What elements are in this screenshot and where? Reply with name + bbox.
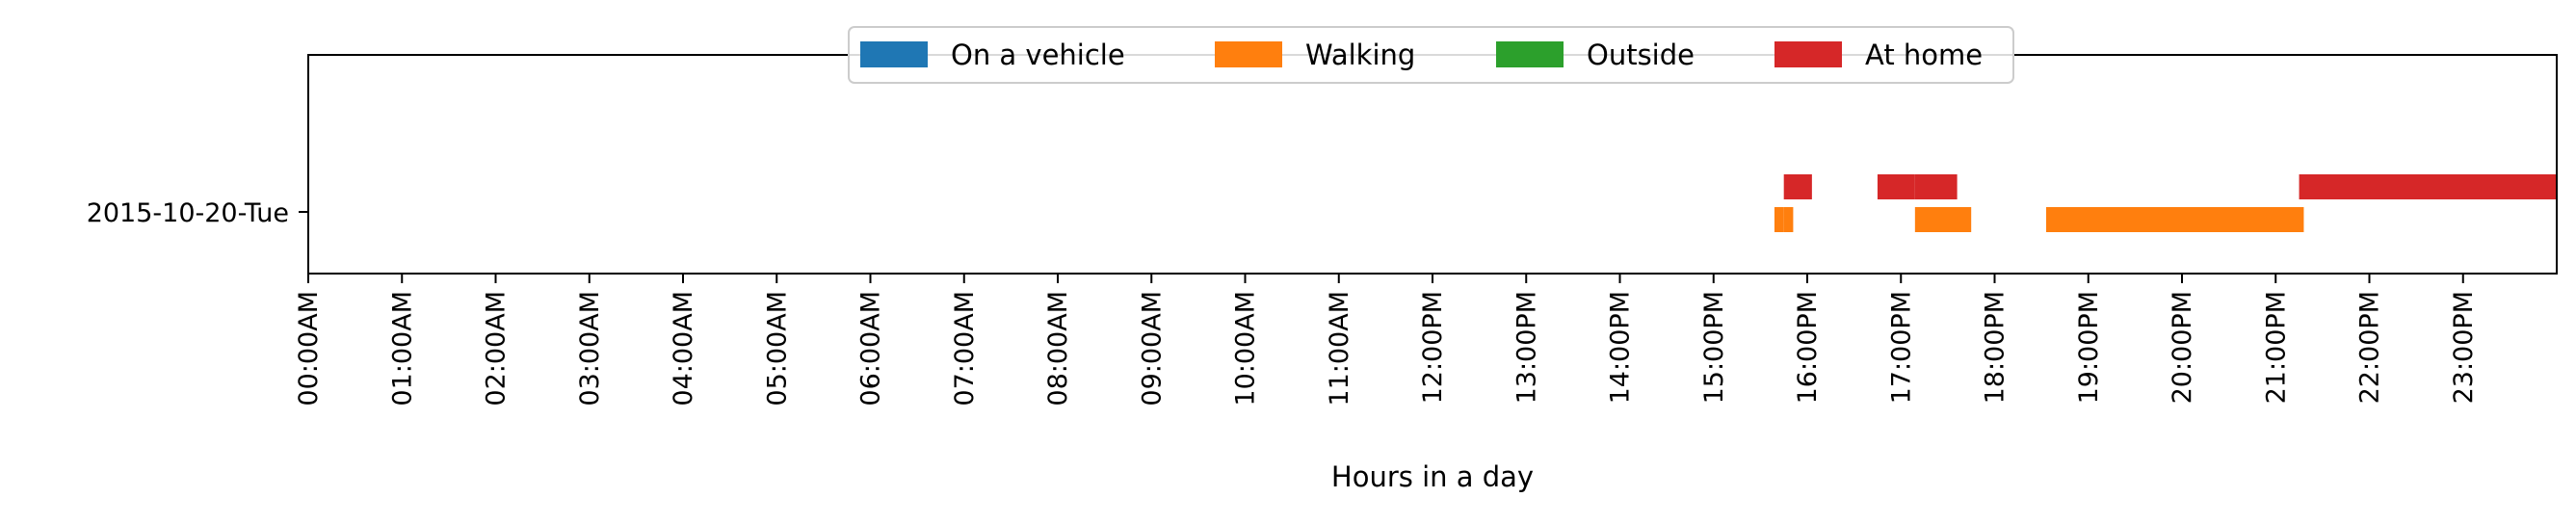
x-tick-label: 12:00PM <box>1418 291 1448 404</box>
x-tick-label: 20:00PM <box>2168 291 2197 404</box>
x-tick-label: 10:00AM <box>1231 291 1261 406</box>
x-tick-label: 19:00PM <box>2074 291 2104 404</box>
x-tick-label: 07:00AM <box>950 291 980 406</box>
x-tick-label: 08:00AM <box>1043 291 1073 406</box>
x-tick-label: 00:00AM <box>294 291 324 406</box>
legend-swatch-walking <box>1215 41 1282 67</box>
bar-walking-1 <box>1783 207 1794 232</box>
x-tick-label: 17:00PM <box>1886 291 1916 404</box>
x-axis: 00:00AM 01:00AM 02:00AM 03:00AM 04:00AM 05:00… <box>294 274 2479 406</box>
y-axis: 2015-10-20-Tue <box>87 198 308 228</box>
plot-frame <box>307 54 2558 275</box>
legend: On a vehicle Walking Outside At home <box>848 26 2014 84</box>
legend-swatch-at-home <box>1774 41 1842 67</box>
legend-label-at-home: At home <box>1865 39 1983 71</box>
legend-swatch-outside <box>1496 41 1564 67</box>
x-axis-label: Hours in a day <box>1331 460 1534 493</box>
bar-at-home-1 <box>1877 174 1915 199</box>
legend-box <box>848 26 2014 84</box>
legend-label-outside: Outside <box>1587 39 1695 71</box>
bar-at-home-0 <box>1783 174 1812 199</box>
legend-label-on-a-vehicle: On a vehicle <box>951 39 1125 71</box>
bar-at-home-2 <box>1914 174 1958 199</box>
bar-at-home-3 <box>2299 174 2557 199</box>
x-tick-label: 03:00AM <box>575 291 605 406</box>
x-tick-label: 13:00PM <box>1511 291 1541 404</box>
x-tick-label: 23:00PM <box>2449 291 2479 404</box>
x-tick-label: 21:00PM <box>2261 291 2291 404</box>
x-tick-label: 15:00PM <box>1699 291 1729 404</box>
x-tick-label: 18:00PM <box>1981 291 2011 404</box>
x-tick-label: 09:00AM <box>1137 291 1167 406</box>
x-tick-label: 04:00AM <box>669 291 698 406</box>
x-tick-label: 06:00AM <box>856 291 886 406</box>
x-tick-label: 02:00AM <box>482 291 512 406</box>
legend-label-walking: Walking <box>1305 39 1415 71</box>
x-tick-label: 05:00AM <box>762 291 792 406</box>
bars-layer <box>1774 174 2557 232</box>
y-tick-label: 2015-10-20-Tue <box>87 198 289 228</box>
x-tick-label: 14:00PM <box>1606 291 1636 404</box>
x-tick-label: 16:00PM <box>1793 291 1823 404</box>
bar-walking-2 <box>1914 207 1972 232</box>
bar-walking-3 <box>2045 207 2304 232</box>
legend-swatch-on-a-vehicle <box>860 41 928 67</box>
x-tick-label: 01:00AM <box>387 291 417 406</box>
x-tick-label: 11:00AM <box>1325 291 1354 406</box>
x-tick-label: 22:00PM <box>2355 291 2385 404</box>
bar-walking-0 <box>1774 207 1784 232</box>
